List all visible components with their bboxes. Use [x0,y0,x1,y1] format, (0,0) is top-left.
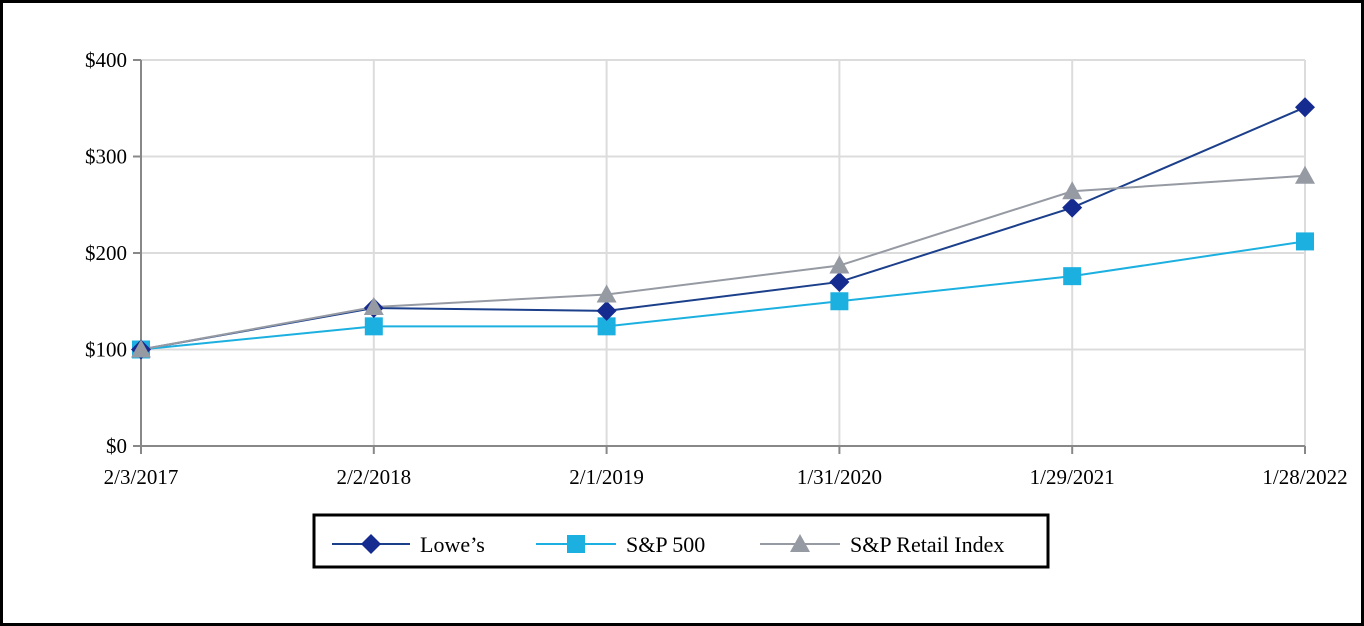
data-point-s-p-retail-index [131,339,151,358]
axes [133,59,1306,454]
data-point-s-p-500 [1296,232,1314,251]
data-point-lowe-s [1062,197,1083,218]
data-point-s-p-500 [1063,267,1082,286]
y-tick-label: $400 [85,48,127,72]
data-point-lowe-s [829,271,850,292]
data-point-s-p-retail-index [596,284,617,303]
data-point-s-p-500 [830,292,849,311]
legend: Lowe’s S&P 500 S&P Retail Index [312,513,1050,569]
data-point-s-p-500 [364,317,383,336]
legend-marker-s-p-500 [567,535,585,553]
x-tick-label: 2/2/2018 [336,465,411,489]
x-tick-label: 2/3/2017 [104,465,179,489]
legend-marker-s-p-retail-index [790,534,810,552]
x-tick-label: 1/31/2020 [797,465,882,489]
series-markers [131,97,1315,360]
y-axis-labels: $0 $100 $200 $300 $400 [85,48,127,458]
legend-box [312,513,1050,569]
legend-marker-lowe-s [361,534,381,554]
y-tick-label: $200 [85,241,127,265]
data-point-s-p-500 [597,317,616,336]
series-line-s-p-retail-index [140,174,1306,351]
data-point-s-p-retail-index [829,255,850,274]
y-tick-label: $100 [85,338,127,362]
data-point-lowe-s [596,300,617,321]
legend-label-s-p-500: S&P 500 [626,532,705,557]
data-point-s-p-retail-index [1062,181,1083,200]
x-tick-label: 1/28/2022 [1262,465,1347,489]
x-tick-label: 2/1/2019 [569,465,644,489]
series-lines [140,106,1306,351]
y-tick-label: $300 [85,145,127,169]
grid [141,59,1306,446]
legend-label-lowe-s: Lowe’s [420,532,485,557]
y-tick-label: $0 [106,434,127,458]
data-point-lowe-s [1295,97,1315,118]
data-point-s-p-retail-index [1295,165,1315,184]
x-tick-label: 1/29/2021 [1030,465,1115,489]
x-axis-labels: 2/3/2017 2/2/2018 2/1/2019 1/31/2020 1/29/20… [104,465,1348,489]
series-line-s-p-500 [140,240,1306,351]
data-point-s-p-retail-index [363,297,384,316]
legend-label-s-p-retail-index: S&P Retail Index [850,532,1004,557]
